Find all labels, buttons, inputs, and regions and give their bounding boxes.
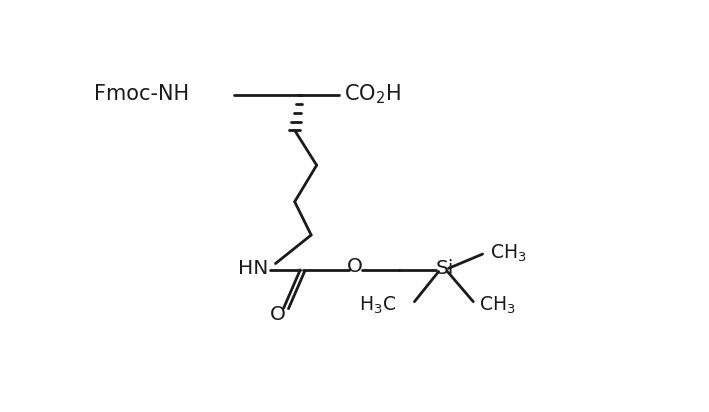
Text: CH$_3$: CH$_3$: [490, 242, 526, 264]
Text: H$_3$C: H$_3$C: [359, 295, 396, 316]
Text: HN: HN: [238, 259, 269, 278]
Text: CH$_3$: CH$_3$: [479, 295, 515, 316]
Text: O: O: [347, 257, 363, 276]
Text: O: O: [270, 305, 286, 324]
Text: Si: Si: [435, 260, 454, 279]
Text: Fmoc-NH: Fmoc-NH: [94, 84, 189, 104]
Text: CO$_2$H: CO$_2$H: [344, 82, 401, 105]
